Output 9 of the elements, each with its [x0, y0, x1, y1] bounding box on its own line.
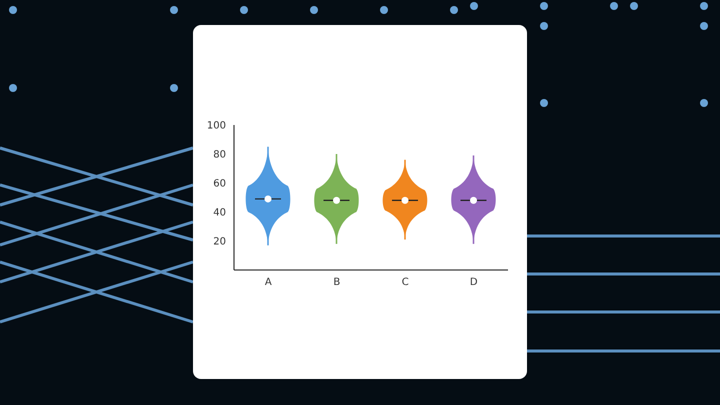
y-tick-label: 80: [213, 150, 226, 161]
x-tick-label: C: [402, 277, 409, 288]
x-tick-label: D: [470, 277, 478, 288]
y-tick-label: 100: [206, 120, 226, 132]
y-tick-label: 20: [213, 236, 226, 248]
y-tick-label: 40: [213, 208, 226, 219]
x-tick-label: A: [264, 277, 272, 288]
y-tick-label: 60: [213, 178, 226, 190]
x-tick-label: B: [333, 277, 340, 288]
